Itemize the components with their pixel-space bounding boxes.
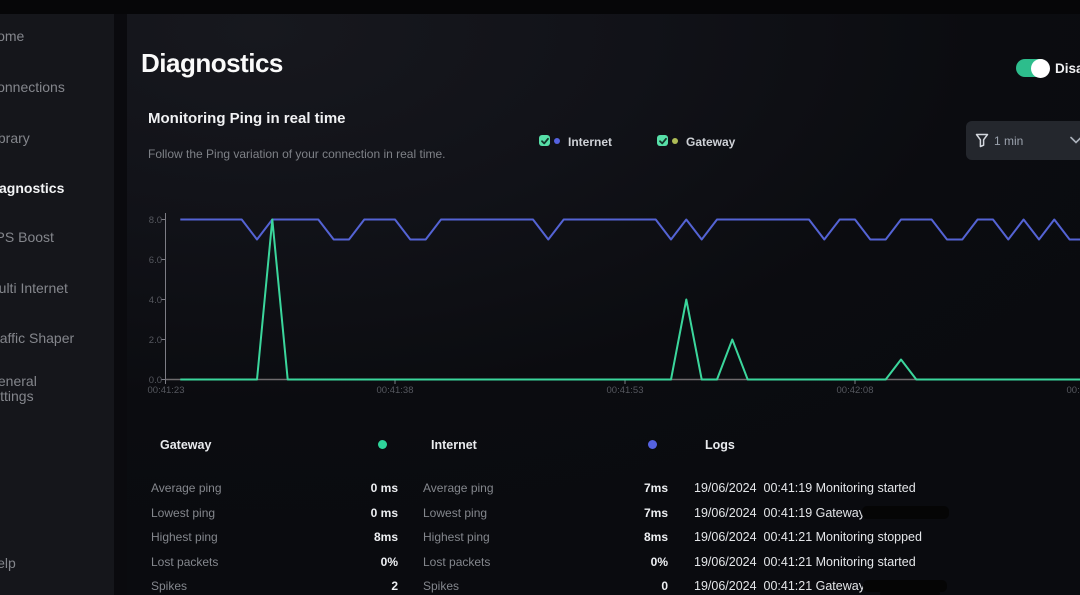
svg-text:00:41:23: 00:41:23: [148, 385, 185, 396]
svg-text:00:41:38: 00:41:38: [377, 385, 414, 396]
svg-text:00:42:23: 00:42:23: [1067, 385, 1080, 396]
svg-text:6.0: 6.0: [149, 255, 162, 266]
svg-text:4.0: 4.0: [149, 295, 162, 306]
svg-text:00:42:08: 00:42:08: [837, 385, 874, 396]
svg-text:2.0: 2.0: [149, 335, 162, 346]
svg-text:00:41:53: 00:41:53: [607, 385, 644, 396]
svg-text:8.0: 8.0: [149, 215, 162, 226]
svg-text:0.0: 0.0: [149, 375, 162, 386]
